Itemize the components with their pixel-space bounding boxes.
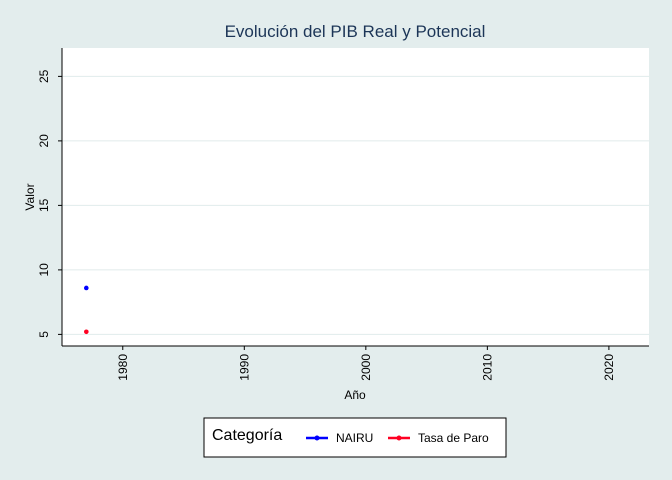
legend-item: Tasa de Paro: [388, 431, 489, 445]
y-tick-label: 20: [37, 134, 51, 148]
grid-lines: [62, 75, 649, 335]
data-point: [84, 285, 89, 291]
x-axis-ticks: 1980 1990 2000 2010 2020: [116, 346, 616, 381]
x-tick-label: 2010: [480, 354, 494, 381]
data-point: [84, 329, 89, 335]
legend-label: NAIRU: [336, 431, 373, 445]
y-axis-ticks: 5 10 15 20 25: [37, 69, 62, 338]
y-tick-label: 5: [37, 331, 51, 338]
legend-item: NAIRU: [306, 431, 373, 445]
legend: Categoría NAIRU Tasa de Paro: [203, 417, 507, 458]
x-tick-label: 1980: [116, 354, 130, 381]
legend-title: Categoría: [212, 427, 282, 444]
x-tick-label: 1990: [237, 354, 251, 381]
data-points: [84, 285, 89, 335]
legend-items: NAIRU Tasa de Paro: [306, 431, 489, 445]
y-tick-label: 25: [37, 69, 51, 83]
y-tick-label: 15: [37, 198, 51, 212]
legend-swatch-point: [314, 435, 320, 441]
legend-label: Tasa de Paro: [418, 431, 489, 445]
legend-box: [203, 417, 507, 458]
y-axis-title: Valor: [23, 183, 37, 210]
x-tick-label: 2000: [359, 354, 373, 381]
x-axis-title: Año: [344, 388, 366, 402]
chart-title: Evolución del PIB Real y Potencial: [225, 22, 486, 41]
y-tick-label: 10: [37, 263, 51, 277]
plot-area: [62, 48, 649, 346]
legend-swatch-point: [396, 435, 402, 441]
x-tick-label: 2020: [602, 354, 616, 381]
